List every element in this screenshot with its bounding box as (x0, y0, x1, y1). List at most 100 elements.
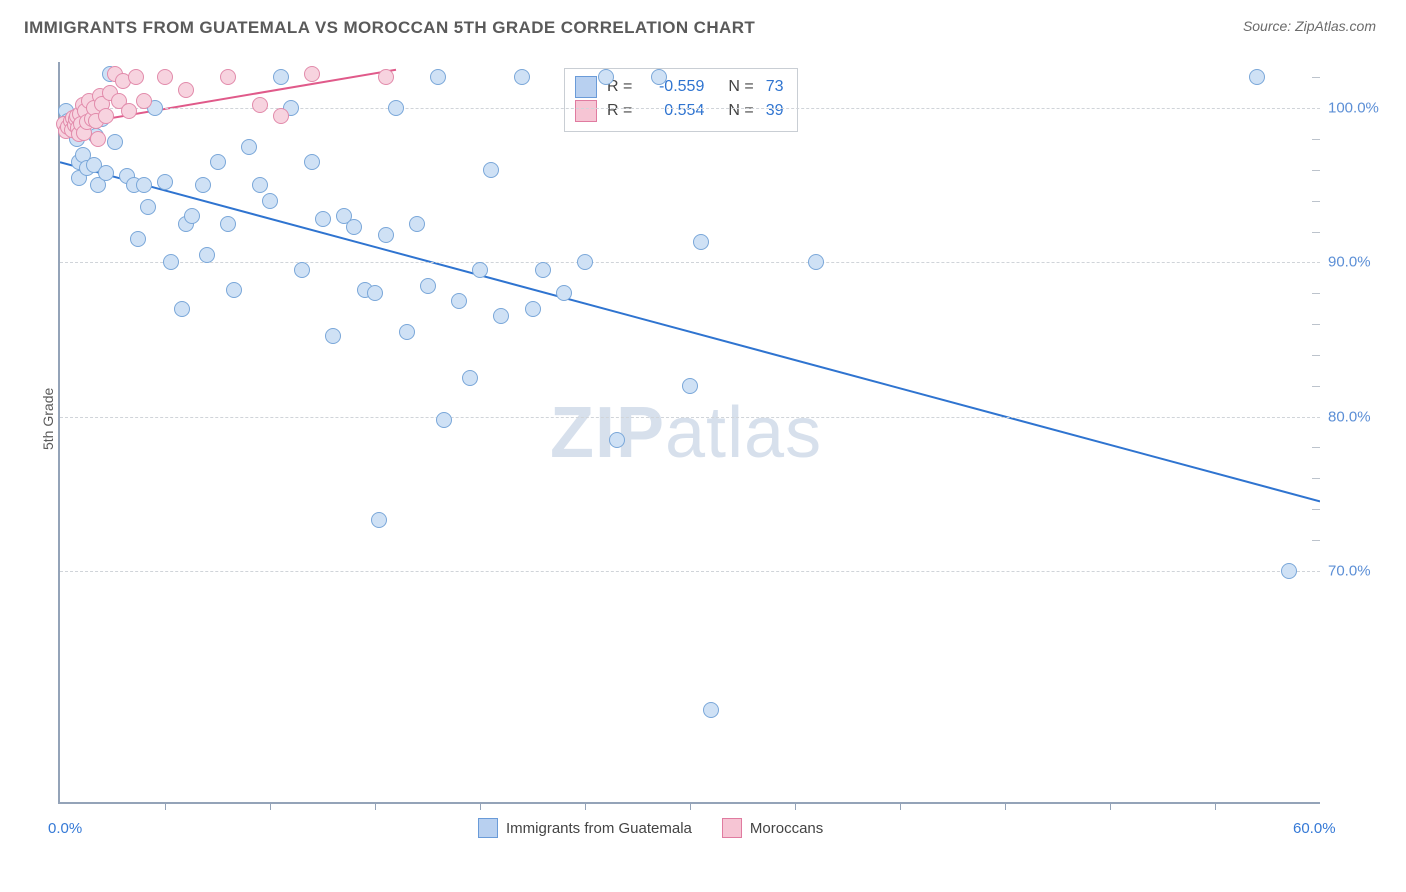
legend-swatch (575, 100, 597, 122)
data-point (808, 254, 824, 270)
y-tick-label: 90.0% (1328, 254, 1378, 271)
x-axis-start-label: 0.0% (48, 820, 82, 837)
data-point (252, 177, 268, 193)
y-tick-label: 70.0% (1328, 562, 1378, 579)
data-point (226, 282, 242, 298)
data-point (493, 308, 509, 324)
trend-lines (60, 62, 1320, 802)
y-minor-tick (1312, 447, 1320, 448)
legend-r-value: 0.554 (644, 99, 704, 123)
series-legend: Immigrants from Guatemala Moroccans (478, 818, 823, 838)
y-minor-tick (1312, 355, 1320, 356)
data-point (98, 108, 114, 124)
x-tick (165, 802, 166, 810)
data-point (90, 131, 106, 147)
data-point (157, 174, 173, 190)
x-axis-end-label: 60.0% (1293, 820, 1336, 837)
legend-swatch (575, 76, 597, 98)
data-point (304, 154, 320, 170)
x-tick (900, 802, 901, 810)
y-minor-tick (1312, 293, 1320, 294)
data-point (98, 165, 114, 181)
data-point (252, 97, 268, 113)
data-point (220, 69, 236, 85)
legend-r-label: R = (607, 99, 632, 123)
data-point (598, 69, 614, 85)
data-point (304, 66, 320, 82)
data-point (107, 134, 123, 150)
data-point (195, 177, 211, 193)
data-point (315, 211, 331, 227)
x-tick (1005, 802, 1006, 810)
data-point (409, 216, 425, 232)
data-point (262, 193, 278, 209)
data-point (651, 69, 667, 85)
legend-n-label: N = (728, 99, 753, 123)
legend-n-label: N = (728, 75, 753, 99)
y-tick-label: 100.0% (1328, 100, 1378, 117)
data-point (703, 702, 719, 718)
data-point (436, 412, 452, 428)
data-point (136, 93, 152, 109)
x-tick (585, 802, 586, 810)
gridline (60, 262, 1320, 263)
data-point (157, 69, 173, 85)
x-tick (480, 802, 481, 810)
y-minor-tick (1312, 478, 1320, 479)
data-point (483, 162, 499, 178)
data-point (693, 234, 709, 250)
data-point (128, 69, 144, 85)
data-point (399, 324, 415, 340)
data-point (367, 285, 383, 301)
gridline (60, 571, 1320, 572)
data-point (682, 378, 698, 394)
data-point (525, 301, 541, 317)
data-point (1249, 69, 1265, 85)
gridline (60, 108, 1320, 109)
legend-n-value: 39 (766, 99, 784, 123)
y-tick-label: 80.0% (1328, 408, 1378, 425)
y-minor-tick (1312, 386, 1320, 387)
legend-row: R = 0.554 N = 39 (575, 99, 783, 123)
data-point (241, 139, 257, 155)
data-point (609, 432, 625, 448)
watermark: ZIPatlas (550, 392, 822, 474)
data-point (420, 278, 436, 294)
data-point (210, 154, 226, 170)
data-point (514, 69, 530, 85)
y-minor-tick (1312, 509, 1320, 510)
data-point (121, 103, 137, 119)
legend-swatch (722, 818, 742, 838)
legend-item: Moroccans (722, 818, 823, 838)
data-point (535, 262, 551, 278)
data-point (294, 262, 310, 278)
data-point (174, 301, 190, 317)
scatter-plot: ZIPatlas R =-0.559N =73R =0.554N =39 70.… (58, 62, 1320, 804)
data-point (140, 199, 156, 215)
gridline (60, 417, 1320, 418)
y-minor-tick (1312, 170, 1320, 171)
x-tick (270, 802, 271, 810)
y-minor-tick (1312, 232, 1320, 233)
chart-title: IMMIGRANTS FROM GUATEMALA VS MOROCCAN 5T… (24, 18, 755, 38)
data-point (378, 69, 394, 85)
x-tick (1110, 802, 1111, 810)
legend-label: Immigrants from Guatemala (506, 820, 692, 837)
data-point (430, 69, 446, 85)
data-point (163, 254, 179, 270)
legend-swatch (478, 818, 498, 838)
legend-label: Moroccans (750, 820, 823, 837)
data-point (220, 216, 236, 232)
data-point (346, 219, 362, 235)
data-point (556, 285, 572, 301)
y-minor-tick (1312, 324, 1320, 325)
data-point (1281, 563, 1297, 579)
y-axis-label: 5th Grade (40, 388, 56, 450)
data-point (325, 328, 341, 344)
x-tick (795, 802, 796, 810)
x-tick (1215, 802, 1216, 810)
data-point (451, 293, 467, 309)
legend-n-value: 73 (766, 75, 784, 99)
x-tick (690, 802, 691, 810)
data-point (577, 254, 593, 270)
